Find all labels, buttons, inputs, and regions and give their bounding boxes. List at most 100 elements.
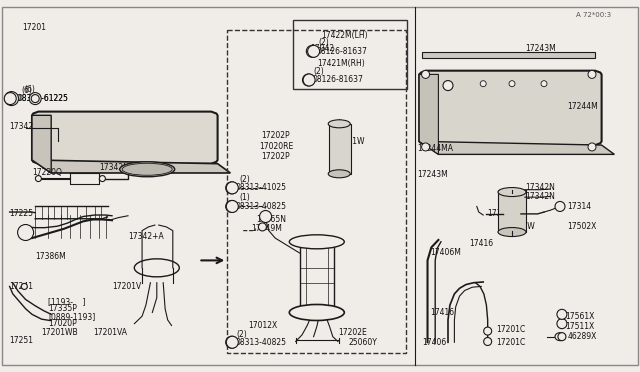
Text: 17202P: 17202P bbox=[261, 152, 290, 161]
Text: B: B bbox=[310, 49, 314, 54]
Text: 08313-40825: 08313-40825 bbox=[236, 338, 287, 347]
Text: 17511X: 17511X bbox=[565, 322, 595, 331]
Circle shape bbox=[484, 327, 492, 335]
Ellipse shape bbox=[289, 235, 344, 249]
Text: S: S bbox=[230, 340, 234, 345]
Circle shape bbox=[308, 45, 319, 57]
Text: 17342NB: 17342NB bbox=[488, 209, 523, 218]
Text: (1): (1) bbox=[239, 193, 250, 202]
Text: 17012X: 17012X bbox=[248, 321, 278, 330]
Circle shape bbox=[35, 176, 42, 182]
Text: S: S bbox=[230, 185, 234, 190]
Bar bbox=[329, 124, 351, 174]
Text: 08313-40825: 08313-40825 bbox=[236, 202, 287, 211]
Text: 17337W: 17337W bbox=[503, 222, 535, 231]
Text: 17201V: 17201V bbox=[112, 282, 141, 291]
Text: 17251: 17251 bbox=[10, 336, 34, 345]
Text: 17335P: 17335P bbox=[48, 304, 77, 313]
Circle shape bbox=[226, 201, 237, 212]
Circle shape bbox=[558, 333, 566, 341]
Text: 17202E: 17202E bbox=[338, 328, 367, 337]
Text: 17406M: 17406M bbox=[430, 248, 461, 257]
Circle shape bbox=[588, 143, 596, 151]
Circle shape bbox=[227, 201, 238, 212]
Text: 17416: 17416 bbox=[430, 308, 454, 317]
Bar bbox=[293, 20, 407, 89]
Circle shape bbox=[226, 182, 237, 194]
Bar bbox=[227, 30, 406, 353]
Text: (2): (2) bbox=[237, 330, 248, 339]
Text: (2): (2) bbox=[314, 67, 324, 76]
Polygon shape bbox=[32, 115, 51, 173]
Ellipse shape bbox=[289, 304, 344, 321]
Text: 17342: 17342 bbox=[10, 122, 34, 131]
Ellipse shape bbox=[555, 333, 565, 341]
Circle shape bbox=[226, 336, 237, 348]
Circle shape bbox=[227, 182, 238, 194]
Circle shape bbox=[422, 143, 429, 151]
Text: 17201: 17201 bbox=[22, 23, 47, 32]
Polygon shape bbox=[32, 160, 230, 173]
Text: 17220Q: 17220Q bbox=[32, 169, 62, 177]
Ellipse shape bbox=[120, 162, 175, 177]
Ellipse shape bbox=[498, 228, 526, 237]
Circle shape bbox=[541, 81, 547, 87]
Text: B: B bbox=[307, 77, 311, 83]
Circle shape bbox=[29, 93, 41, 105]
Text: S: S bbox=[10, 96, 13, 101]
Text: 17020P: 17020P bbox=[48, 319, 77, 328]
Text: 46289X: 46289X bbox=[568, 332, 597, 341]
Text: S: S bbox=[8, 96, 12, 101]
Text: 17201C: 17201C bbox=[496, 325, 525, 334]
Text: 17201C: 17201C bbox=[496, 338, 525, 347]
Circle shape bbox=[303, 74, 314, 86]
Circle shape bbox=[303, 74, 315, 86]
Ellipse shape bbox=[328, 120, 350, 128]
Text: (2): (2) bbox=[239, 175, 250, 184]
Circle shape bbox=[557, 319, 567, 328]
Circle shape bbox=[227, 336, 238, 348]
Text: 17201WB: 17201WB bbox=[42, 328, 78, 337]
Text: 17225: 17225 bbox=[10, 209, 34, 218]
Text: A 72*00:3: A 72*00:3 bbox=[576, 12, 611, 18]
Text: 17241: 17241 bbox=[10, 282, 34, 291]
Circle shape bbox=[588, 70, 596, 78]
Text: 17386M: 17386M bbox=[35, 252, 66, 261]
Text: 08360-61225: 08360-61225 bbox=[18, 94, 69, 103]
Text: 17422M(LH): 17422M(LH) bbox=[321, 31, 368, 40]
Text: 08126-81637: 08126-81637 bbox=[312, 76, 363, 84]
Circle shape bbox=[484, 337, 492, 346]
Circle shape bbox=[260, 211, 271, 222]
Text: 17020RE: 17020RE bbox=[259, 142, 294, 151]
Polygon shape bbox=[419, 74, 438, 154]
Text: 17201VA: 17201VA bbox=[93, 328, 127, 337]
Text: S: S bbox=[230, 204, 234, 209]
Text: 17065N: 17065N bbox=[256, 215, 286, 224]
Text: S: S bbox=[230, 185, 234, 190]
Text: (2): (2) bbox=[318, 38, 329, 47]
Ellipse shape bbox=[134, 259, 179, 277]
Circle shape bbox=[422, 70, 429, 78]
Text: (6): (6) bbox=[21, 86, 32, 94]
Text: S: S bbox=[230, 204, 234, 209]
Text: 17342+A: 17342+A bbox=[128, 232, 164, 241]
Text: 17342N: 17342N bbox=[525, 192, 555, 201]
Circle shape bbox=[509, 81, 515, 87]
Text: 17243M: 17243M bbox=[417, 170, 448, 179]
Text: 25060Y: 25060Y bbox=[349, 338, 378, 347]
Text: 17314: 17314 bbox=[567, 202, 591, 211]
Bar bbox=[498, 190, 526, 232]
Text: S08360-61225: S08360-61225 bbox=[13, 94, 68, 103]
Text: 08313-41025: 08313-41025 bbox=[236, 183, 287, 192]
Polygon shape bbox=[32, 112, 218, 164]
Text: 17042: 17042 bbox=[310, 44, 335, 53]
Polygon shape bbox=[419, 141, 614, 154]
Circle shape bbox=[99, 176, 106, 182]
Text: 17201W: 17201W bbox=[333, 137, 364, 146]
Circle shape bbox=[480, 81, 486, 87]
Circle shape bbox=[307, 45, 318, 57]
Text: 17421M(RH): 17421M(RH) bbox=[317, 59, 365, 68]
Text: [0889-1193]: [0889-1193] bbox=[48, 312, 95, 321]
Polygon shape bbox=[422, 52, 595, 58]
Circle shape bbox=[557, 310, 567, 319]
